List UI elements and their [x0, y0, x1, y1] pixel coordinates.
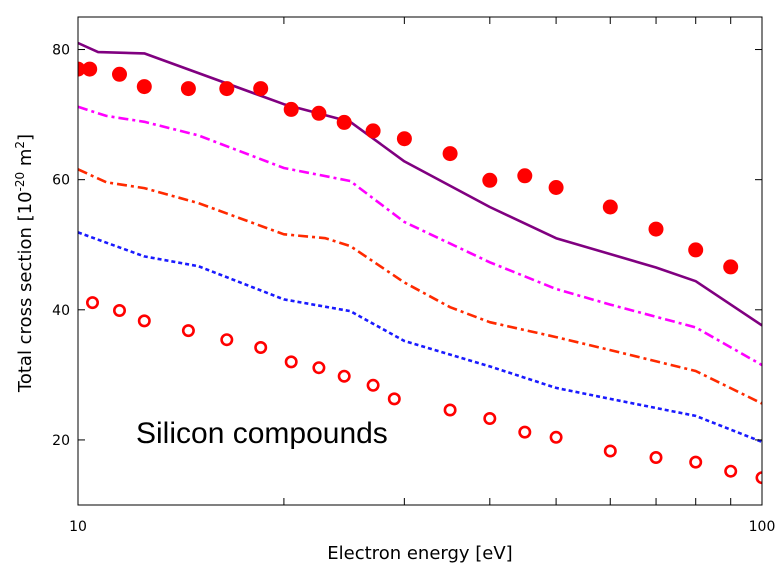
y-axis-title-prefix: Total cross section [10 [15, 191, 36, 393]
series-line-2 [78, 43, 762, 325]
open-point-1-11 [445, 405, 455, 415]
open-point-1-5 [256, 342, 266, 352]
open-point-1-18 [726, 466, 736, 476]
filled-point-0-7 [284, 102, 299, 117]
open-point-1-8 [339, 371, 349, 381]
filled-point-0-16 [603, 200, 618, 215]
open-point-1-1 [114, 305, 124, 315]
x-tick-label-0: 10 [69, 519, 87, 535]
filled-point-0-8 [311, 106, 326, 121]
filled-point-0-17 [649, 222, 664, 237]
annotation-label: Silicon compounds [136, 417, 388, 450]
open-point-1-7 [314, 363, 324, 373]
filled-point-0-1 [82, 62, 97, 77]
open-point-1-17 [691, 457, 701, 467]
open-point-1-0 [87, 297, 97, 307]
filled-point-0-10 [366, 123, 381, 138]
x-axis-title: Electron energy [eV] [327, 543, 512, 564]
y-tick-label-0: 20 [52, 433, 70, 449]
open-point-1-16 [651, 452, 661, 462]
open-point-1-2 [139, 316, 149, 326]
filled-point-0-15 [549, 180, 564, 195]
filled-point-0-18 [688, 242, 703, 257]
y-axis-title-exp2: 2 [13, 141, 27, 149]
filled-point-0-12 [443, 146, 458, 161]
open-point-1-4 [222, 335, 232, 345]
filled-point-0-19 [723, 259, 738, 274]
filled-point-0-9 [337, 115, 352, 130]
filled-point-0-2 [112, 67, 127, 82]
y-tick-label-3: 80 [52, 43, 70, 59]
open-point-1-12 [485, 413, 495, 423]
y-axis-title-suffix: ] [15, 134, 36, 141]
open-point-1-10 [389, 394, 399, 404]
y-axis-title: Total cross section [10-20 m2] [13, 134, 36, 393]
series-line-4 [78, 169, 762, 403]
filled-point-0-13 [482, 173, 497, 188]
open-point-1-13 [520, 427, 530, 437]
open-point-1-15 [605, 446, 615, 456]
series-line-5 [78, 232, 762, 442]
series-line-3 [78, 107, 762, 365]
open-point-1-6 [286, 357, 296, 367]
filled-point-0-4 [181, 81, 196, 96]
open-point-1-14 [551, 432, 561, 442]
y-tick-label-2: 60 [52, 173, 70, 189]
filled-point-0-3 [137, 79, 152, 94]
filled-point-0-11 [397, 131, 412, 146]
filled-point-0-6 [253, 81, 268, 96]
open-point-1-9 [368, 380, 378, 390]
open-point-1-3 [183, 325, 193, 335]
y-axis-title-mid: m [15, 149, 36, 172]
filled-point-0-5 [219, 81, 234, 96]
filled-point-0-14 [517, 168, 532, 183]
x-tick-label-1: 100 [749, 519, 776, 535]
ticks: 20 40 60 80 10 100 [52, 17, 775, 535]
y-tick-label-1: 40 [52, 303, 70, 319]
y-axis-title-exp1: -20 [13, 172, 27, 192]
